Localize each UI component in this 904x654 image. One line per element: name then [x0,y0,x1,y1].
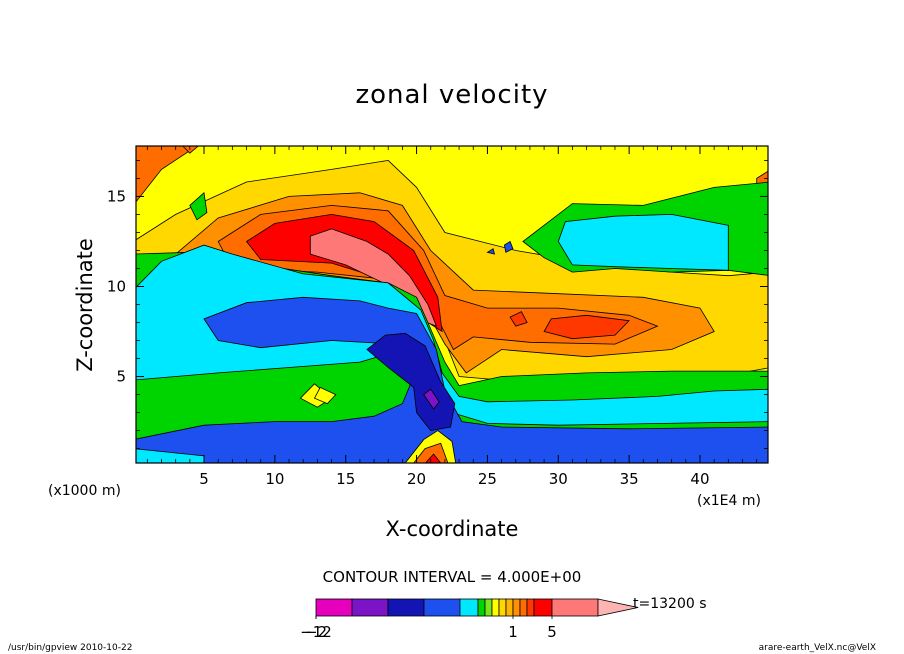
contour-region-lower-easterly-core [486,248,496,255]
contour-region-lower-easterly-core [503,240,514,253]
colorbar-segment [491,598,500,617]
x-tick-label: 15 [336,470,355,488]
contour-region-right-low-jet-core [509,311,528,327]
contour-region-background [313,386,337,405]
colorbar-tick-label: 1 [508,623,518,641]
contour-region-upper-jet-core [424,453,442,463]
x-tick-label: 10 [265,470,284,488]
y-tick-label: 5 [116,368,126,386]
contour-region-right-low-jet-core [543,314,630,340]
contour-region-surface-weak-westerly [189,192,208,221]
colorbar-segment [551,598,599,617]
colorbar-tick-labels: −12−2 1 5 [300,616,557,641]
x-tick-label: 5 [199,470,209,488]
time-label: t=13200 s [633,596,707,612]
y-axis-label: Z-coordinate [73,238,97,372]
contour-region-upper-jet-max [309,228,438,327]
colorbar-segment [477,598,486,617]
colorbar-segment [484,598,493,617]
colorbar-extend-arrow [597,598,639,617]
colorbar-segment [459,598,479,617]
y-tick-label: 15 [107,187,126,205]
colorbar-segment [505,598,514,617]
x-unit-label: (x1E4 m) [697,493,761,509]
footer-right: arare-earth_VelX.nc@VelX [759,643,876,653]
x-tick-label: 20 [407,470,426,488]
colorbar-segment [512,598,521,617]
colorbar-segment [519,598,528,617]
x-axis-ticks: 5 10 15 20 25 30 35 40 [146,146,758,488]
x-tick-label: 25 [478,470,497,488]
x-axis-label: X-coordinate [386,517,519,541]
velocity-field [136,146,768,463]
colorbar-segment [498,598,507,617]
colorbar-segment [423,598,461,617]
chart-title: zonal velocity [355,80,548,110]
contour-interval-label: CONTOUR INTERVAL = 4.000E+00 [323,568,582,586]
y-tick-label: 10 [107,277,126,295]
contour-region-right-upper-easterly [557,213,729,271]
colorbar-segment [526,598,535,617]
x-tick-label: 40 [690,470,709,488]
y-unit-label: (x1000 m) [48,483,121,499]
x-tick-label: 35 [620,470,639,488]
colorbar-segment [387,598,425,617]
contour-region-upper-jet-mid [413,442,449,463]
footer-left: /usr/bin/gpview 2010-10-22 [8,643,132,653]
contour-region-top-left-westerly [182,146,199,154]
colorbar-segment [533,598,553,617]
colorbar-segment [315,598,353,617]
y-axis-ticks: 5 10 15 [107,160,768,449]
contour-region-slant-downdraft-core [423,388,440,410]
x-tick-label: 30 [549,470,568,488]
colorbar-tick-label: −2 [305,623,327,641]
colorbar [315,598,639,617]
colorbar-segment [351,598,389,617]
contour-region-upper-jet-core [245,213,443,333]
contour-region-top-left-westerly [136,146,198,203]
colorbar-tick-label: −12 [300,623,332,641]
colorbar-tick-label: 5 [547,623,557,641]
